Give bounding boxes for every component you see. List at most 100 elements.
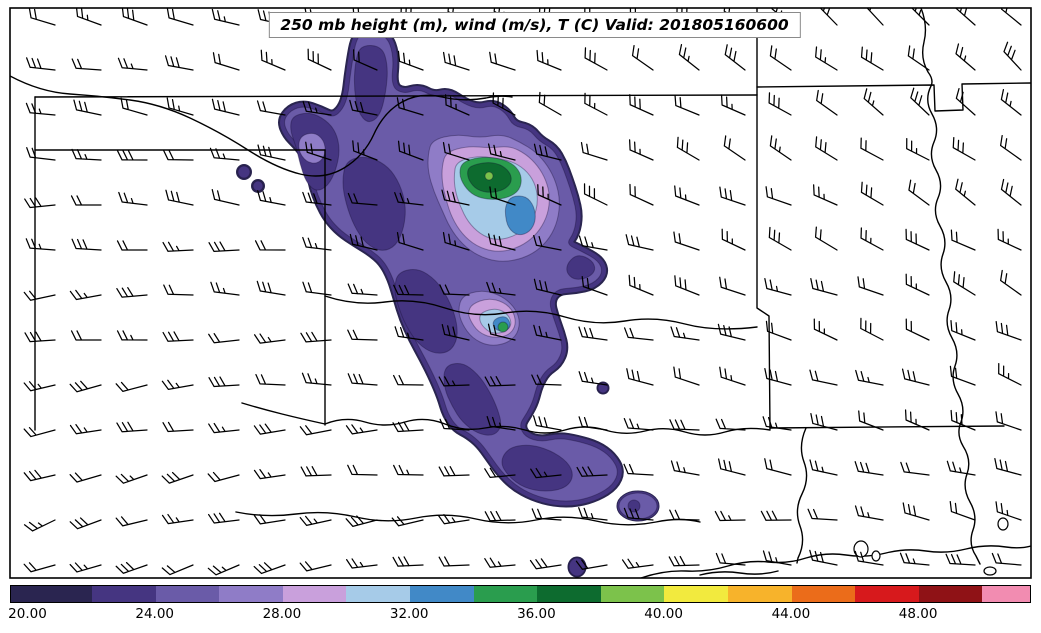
contour-fill-west-speck-1 bbox=[237, 165, 251, 179]
wind-barb bbox=[73, 99, 102, 116]
wind-barb bbox=[484, 467, 516, 478]
wind-barb bbox=[854, 505, 884, 521]
wind-barb bbox=[955, 8, 976, 26]
wind-barb bbox=[211, 8, 240, 26]
wind-barb bbox=[719, 186, 746, 206]
wind-barb bbox=[257, 190, 286, 206]
wind-barb bbox=[212, 52, 240, 71]
wind-barb bbox=[676, 136, 700, 161]
wind-barb bbox=[764, 458, 792, 476]
wind-barb bbox=[578, 326, 608, 341]
wind-barb bbox=[164, 55, 194, 71]
wind-barb bbox=[71, 238, 102, 251]
wind-barb bbox=[623, 463, 654, 476]
wind-barb bbox=[906, 138, 930, 161]
wind-barb bbox=[813, 318, 838, 341]
river-canadian bbox=[324, 295, 758, 330]
colorbar-segment bbox=[855, 586, 919, 602]
wind-barb bbox=[1001, 8, 1022, 26]
wind-barb bbox=[857, 276, 884, 296]
wind-barb bbox=[576, 466, 608, 477]
wind-barb bbox=[531, 508, 562, 521]
wind-barb bbox=[161, 564, 194, 576]
wind-barb bbox=[580, 142, 608, 161]
lake bbox=[853, 540, 869, 558]
wind-barb bbox=[161, 471, 194, 484]
wind-barb bbox=[70, 330, 102, 341]
wind-barb bbox=[115, 473, 148, 484]
wind-barb bbox=[669, 419, 700, 431]
wind-barb bbox=[69, 562, 102, 573]
wind-barb bbox=[347, 373, 378, 386]
wind-barb bbox=[25, 238, 56, 251]
colorbar-segment bbox=[282, 586, 347, 602]
wind-barb bbox=[299, 561, 332, 572]
wind-barb bbox=[721, 228, 746, 251]
wind-barb bbox=[581, 276, 608, 296]
wind-barb bbox=[999, 134, 1022, 161]
wind-barb bbox=[71, 58, 102, 71]
wind-barb bbox=[23, 562, 56, 573]
wind-barb bbox=[117, 57, 148, 71]
wind-barb bbox=[307, 48, 332, 71]
wind-barb bbox=[484, 376, 516, 387]
wind-barb bbox=[393, 374, 424, 386]
wind-barb bbox=[860, 46, 884, 71]
wind-barb bbox=[489, 51, 516, 71]
wind-barb bbox=[162, 241, 194, 252]
contour-shading-layer bbox=[236, 26, 660, 578]
wind-barb bbox=[578, 371, 608, 386]
wind-barb bbox=[625, 234, 654, 251]
wind-barb bbox=[1003, 41, 1022, 71]
wind-barb bbox=[997, 228, 1022, 251]
wind-barb bbox=[952, 136, 976, 161]
river-mississippi bbox=[920, 8, 981, 565]
wind-barb bbox=[623, 507, 654, 521]
wind-barb bbox=[905, 273, 930, 296]
wind-barb bbox=[533, 143, 562, 161]
wind-barb bbox=[439, 284, 470, 296]
wind-barb bbox=[118, 191, 148, 206]
contour-fill-band-34-minidot bbox=[497, 321, 509, 333]
wind-barb bbox=[674, 185, 700, 206]
contour-fill-west-speck-2 bbox=[252, 180, 264, 192]
wind-barb bbox=[714, 510, 746, 522]
wind-barb bbox=[393, 284, 424, 296]
wind-barb bbox=[904, 409, 930, 431]
wind-barb bbox=[210, 281, 240, 296]
wind-barb bbox=[765, 320, 792, 341]
wind-barb bbox=[208, 422, 240, 434]
wind-barb bbox=[394, 192, 424, 206]
wind-barb bbox=[860, 181, 884, 206]
colorbar-tick-label: 28.00 bbox=[262, 606, 302, 622]
contour-fill-band-22-midleft bbox=[342, 156, 406, 251]
wind-barb bbox=[578, 507, 608, 521]
colorbar-segment bbox=[600, 586, 665, 602]
wind-barb bbox=[347, 329, 378, 341]
wind-barb bbox=[487, 143, 516, 161]
wind-barb bbox=[1000, 269, 1022, 296]
wind-barb bbox=[349, 99, 378, 116]
wind-barb bbox=[392, 556, 424, 567]
wind-barb bbox=[253, 514, 286, 525]
lake bbox=[983, 566, 997, 576]
wind-barb bbox=[533, 234, 562, 251]
wind-barb bbox=[161, 379, 194, 390]
wind-barb bbox=[854, 461, 884, 476]
wind-barb bbox=[24, 197, 56, 209]
wind-barb bbox=[768, 92, 792, 116]
wind-barb bbox=[301, 372, 332, 386]
contour-fill-south-blob-core bbox=[627, 499, 641, 513]
wind-barb bbox=[121, 8, 148, 26]
wind-barb bbox=[208, 376, 240, 388]
wind-barb bbox=[673, 231, 700, 251]
wind-barb bbox=[305, 141, 332, 161]
wind-barb bbox=[391, 516, 424, 527]
colorbar-tick-label: 32.00 bbox=[389, 606, 429, 622]
wind-barb bbox=[905, 228, 930, 251]
wind-barb bbox=[69, 424, 102, 435]
wind-barb bbox=[116, 240, 148, 251]
lake bbox=[997, 517, 1009, 531]
wind-barb bbox=[537, 184, 562, 206]
wind-barb bbox=[353, 49, 378, 71]
